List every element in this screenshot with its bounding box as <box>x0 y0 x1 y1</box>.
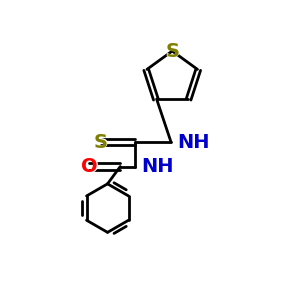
Text: S: S <box>93 132 109 152</box>
Text: S: S <box>165 41 179 61</box>
Text: NH: NH <box>141 157 173 176</box>
Text: S: S <box>94 133 108 152</box>
Text: S: S <box>164 41 180 61</box>
Text: NH: NH <box>178 133 210 152</box>
Text: O: O <box>80 157 99 176</box>
Text: O: O <box>81 157 98 176</box>
